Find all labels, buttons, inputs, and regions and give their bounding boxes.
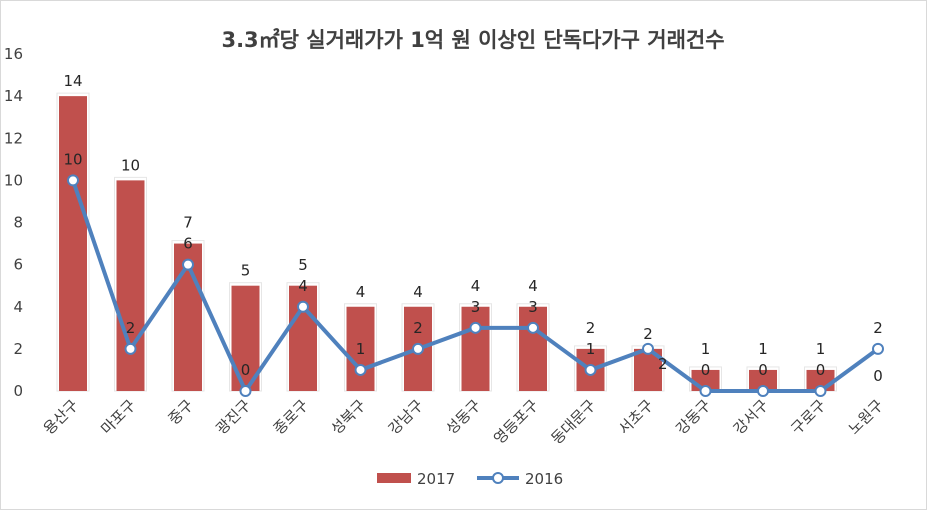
data-label-2016: 3 bbox=[471, 298, 481, 316]
x-tick-label: 용산구 bbox=[40, 396, 82, 438]
y-tick-label: 6 bbox=[13, 256, 23, 274]
data-label-2017: 2 bbox=[643, 325, 653, 343]
point-2016 bbox=[354, 363, 367, 376]
point-2016 bbox=[469, 321, 482, 334]
point-2016 bbox=[699, 385, 712, 397]
chart-title: 3.3㎡당 실거래가가 1억 원 이상인 단독다가구 거래건수 bbox=[221, 28, 724, 52]
data-label-2017: 1 bbox=[701, 340, 711, 358]
data-label-2016: 0 bbox=[758, 361, 768, 379]
x-tick-label: 강동구 bbox=[672, 396, 714, 438]
legend-marker-2016 bbox=[492, 472, 504, 484]
point-2016 bbox=[182, 258, 194, 271]
data-label-2016: 2 bbox=[658, 355, 668, 373]
y-tick-label: 14 bbox=[4, 87, 23, 105]
data-label-2017: 1 bbox=[758, 340, 768, 358]
point-2016 bbox=[642, 342, 654, 355]
data-label-2017: 7 bbox=[183, 214, 193, 232]
data-label-2016: 0 bbox=[241, 361, 251, 379]
data-label-2016: 2 bbox=[873, 319, 883, 337]
bar-2017 bbox=[59, 96, 87, 391]
y-tick-label: 0 bbox=[13, 382, 23, 400]
x-tick-label: 성동구 bbox=[442, 396, 484, 438]
y-tick-label: 16 bbox=[4, 45, 23, 63]
legend-label-2016: 2016 bbox=[525, 470, 563, 488]
x-tick-label: 종로구 bbox=[270, 396, 312, 438]
x-tick-label: 영등포구 bbox=[490, 396, 542, 448]
x-tick-label: 광진구 bbox=[212, 396, 254, 438]
point-2016 bbox=[239, 385, 252, 397]
data-label-2016: 2 bbox=[126, 319, 136, 337]
data-label-2017: 4 bbox=[356, 283, 366, 301]
data-label-2017: 10 bbox=[121, 156, 140, 174]
point-2016 bbox=[412, 342, 424, 355]
x-tick-label: 노원구 bbox=[845, 396, 887, 438]
legend-swatch-2017 bbox=[377, 473, 411, 483]
point-2016 bbox=[814, 385, 827, 397]
data-label-2016: 0 bbox=[816, 361, 826, 379]
x-tick-label: 강서구 bbox=[730, 396, 772, 438]
point-2016 bbox=[584, 363, 597, 376]
data-label-2017: 1 bbox=[816, 340, 826, 358]
y-tick-label: 4 bbox=[13, 298, 23, 316]
y-tick-label: 8 bbox=[13, 214, 23, 232]
data-label-2016: 4 bbox=[298, 277, 308, 295]
y-tick-label: 2 bbox=[13, 340, 23, 358]
data-label-2017: 4 bbox=[413, 283, 423, 301]
y-tick-label: 12 bbox=[4, 129, 23, 147]
bar-2017 bbox=[749, 369, 777, 391]
bar-2017 bbox=[116, 180, 145, 391]
x-axis: 용산구 마포구 중구 광진구 종로구 성북구 강남구 성동구 영등포구 동대문구 서초구 강동구 강서구… bbox=[40, 396, 887, 448]
point-2016 bbox=[124, 342, 137, 355]
data-label-2016: 0 bbox=[701, 361, 711, 379]
point-2016 bbox=[67, 174, 79, 187]
legend-label-2017: 2017 bbox=[417, 470, 455, 488]
point-2016 bbox=[757, 385, 769, 397]
bar-2017 bbox=[519, 306, 547, 391]
line-2016 bbox=[67, 174, 884, 397]
y-tick-label: 10 bbox=[4, 171, 23, 189]
data-label-2017: 5 bbox=[241, 262, 251, 280]
data-label-2017: 2 bbox=[586, 319, 596, 337]
y-axis: 0 2 4 6 8 10 12 14 16 bbox=[4, 45, 23, 400]
data-label-2016: 6 bbox=[183, 235, 193, 253]
x-tick-label: 중구 bbox=[165, 396, 197, 428]
data-label-2016: 10 bbox=[63, 150, 82, 168]
x-tick-label: 강남구 bbox=[385, 396, 427, 438]
x-tick-label: 서초구 bbox=[615, 396, 657, 438]
x-tick-label: 성북구 bbox=[327, 396, 369, 438]
bar-2017 bbox=[461, 306, 490, 391]
data-label-2016: 2 bbox=[413, 319, 423, 337]
x-tick-label: 동대문구 bbox=[548, 396, 600, 448]
point-2016 bbox=[872, 342, 884, 355]
x-tick-label: 마포구 bbox=[97, 396, 139, 438]
data-label-2017: 0 bbox=[873, 367, 883, 385]
data-label-2017: 5 bbox=[298, 256, 308, 274]
x-tick-label: 구로구 bbox=[787, 396, 829, 438]
point-2016 bbox=[297, 300, 309, 313]
data-label-2016: 3 bbox=[528, 298, 538, 316]
data-label-2016: 1 bbox=[356, 340, 366, 358]
data-label-2017: 4 bbox=[528, 277, 538, 295]
legend: 2017 2016 bbox=[377, 470, 563, 488]
bar-2017 bbox=[346, 306, 375, 391]
bars-2017 bbox=[56, 92, 837, 392]
data-label-2017: 4 bbox=[471, 277, 481, 295]
data-label-2016: 1 bbox=[586, 340, 596, 358]
point-2016 bbox=[527, 321, 539, 334]
data-label-2017: 14 bbox=[63, 72, 82, 90]
